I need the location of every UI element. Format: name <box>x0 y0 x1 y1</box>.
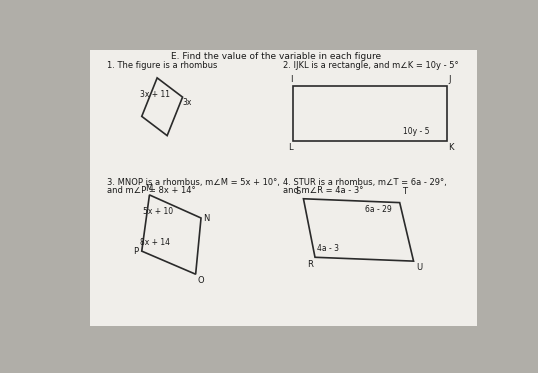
Bar <box>293 85 448 141</box>
Text: 4. STUR is a rhombus, m∠T = 6a - 29°,: 4. STUR is a rhombus, m∠T = 6a - 29°, <box>282 178 447 187</box>
Text: 2. IJKL is a rectangle, and m∠K = 10y - 5°: 2. IJKL is a rectangle, and m∠K = 10y - … <box>282 61 458 70</box>
Text: 10y - 5: 10y - 5 <box>403 128 429 137</box>
Text: M: M <box>145 184 152 192</box>
Text: P: P <box>133 247 139 256</box>
Text: S: S <box>296 188 301 197</box>
Text: I: I <box>290 75 293 84</box>
Text: J: J <box>448 75 451 84</box>
Text: L: L <box>288 142 293 151</box>
Text: 3x + 11: 3x + 11 <box>140 90 170 99</box>
Text: 1. The figure is a rhombus: 1. The figure is a rhombus <box>107 61 217 70</box>
Text: 3x: 3x <box>182 98 192 107</box>
Text: 8x + 14: 8x + 14 <box>140 238 170 247</box>
Text: N: N <box>203 213 210 223</box>
Text: 3. MNOP is a rhombus, m∠M = 5x + 10°,: 3. MNOP is a rhombus, m∠M = 5x + 10°, <box>107 178 280 187</box>
Text: U: U <box>416 263 422 272</box>
Text: K: K <box>448 142 454 151</box>
Text: 4a - 3: 4a - 3 <box>317 244 339 253</box>
Text: E. Find the value of the variable in each figure: E. Find the value of the variable in eac… <box>172 53 381 62</box>
Text: and m∠R = 4a - 3°: and m∠R = 4a - 3° <box>282 186 363 195</box>
FancyBboxPatch shape <box>90 50 477 326</box>
Text: 6a - 29: 6a - 29 <box>365 205 392 214</box>
Text: 5x + 10: 5x + 10 <box>143 207 173 216</box>
Text: R: R <box>307 260 313 269</box>
Text: O: O <box>198 276 204 285</box>
Text: T: T <box>402 188 407 197</box>
Text: and m∠P = 8x + 14°: and m∠P = 8x + 14° <box>107 186 196 195</box>
